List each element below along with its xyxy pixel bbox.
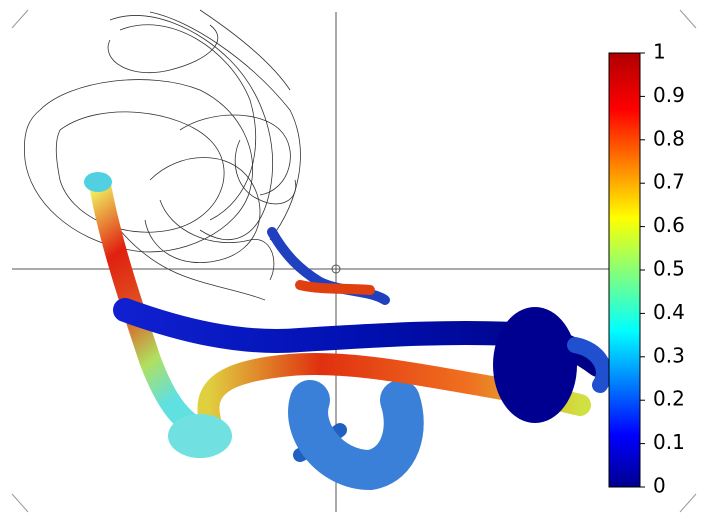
colorbar: 0 0.1 0.2 0.3 0.4 0.5 0.6 0.7 0.8 0.9 1	[609, 40, 685, 498]
tick-label: 0.3	[653, 343, 685, 367]
tick-label: 0.5	[653, 257, 685, 281]
tick-label: 1	[653, 40, 666, 64]
tick-label: 0.1	[653, 430, 685, 454]
tick-label: 0.9	[653, 83, 685, 107]
viewport: 0 0.1 0.2 0.3 0.4 0.5 0.6 0.7 0.8 0.9 1	[0, 0, 706, 519]
flow-render	[84, 172, 604, 470]
tick-label: 0.8	[653, 126, 685, 150]
tick-label: 0.4	[653, 300, 685, 324]
tick-label: 0.7	[653, 170, 685, 194]
tick-label: 0.6	[653, 213, 685, 237]
wireframe	[24, 10, 300, 300]
tick-label: 0.2	[653, 387, 685, 411]
tick-label: 0	[653, 474, 666, 498]
colorbar-scale	[609, 53, 640, 487]
